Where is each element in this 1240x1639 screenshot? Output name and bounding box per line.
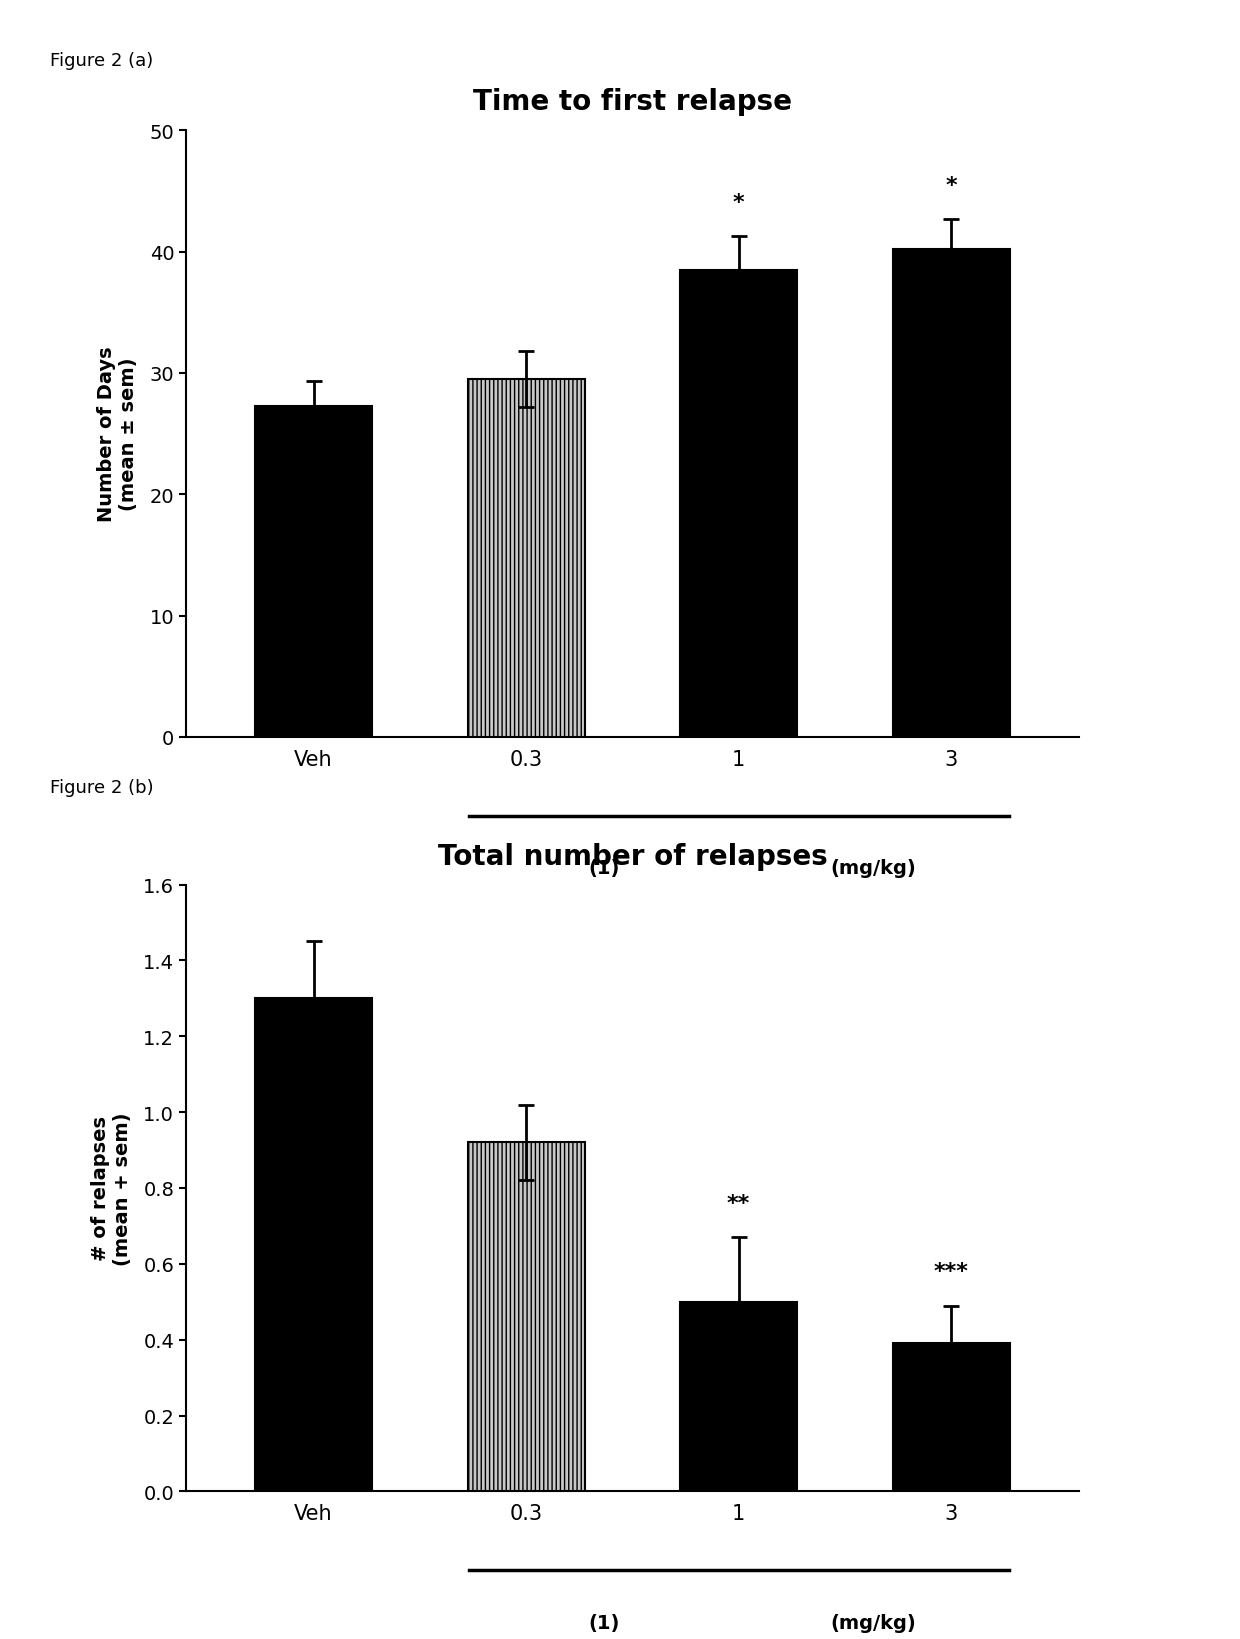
Bar <box>681 270 797 738</box>
Text: *: * <box>733 192 744 213</box>
Title: Time to first relapse: Time to first relapse <box>472 89 792 116</box>
Text: (1): (1) <box>588 859 620 879</box>
Text: *: * <box>945 175 957 195</box>
Text: (mg/kg): (mg/kg) <box>831 859 916 879</box>
Text: (mg/kg): (mg/kg) <box>831 1613 916 1632</box>
Text: Figure 2 (b): Figure 2 (b) <box>50 779 154 797</box>
Bar <box>681 1301 797 1491</box>
Bar <box>255 998 372 1491</box>
Bar <box>467 1142 584 1491</box>
Bar <box>467 380 584 738</box>
Text: (1): (1) <box>588 1613 620 1632</box>
Bar <box>893 1344 1009 1491</box>
Text: ***: *** <box>934 1262 968 1282</box>
Y-axis label: Number of Days
(mean ± sem): Number of Days (mean ± sem) <box>97 346 139 523</box>
Text: Figure 2 (a): Figure 2 (a) <box>50 52 153 70</box>
Bar <box>255 406 372 738</box>
Bar <box>893 251 1009 738</box>
Text: **: ** <box>727 1193 750 1213</box>
Title: Total number of relapses: Total number of relapses <box>438 842 827 870</box>
Y-axis label: # of relapses
(mean + sem): # of relapses (mean + sem) <box>91 1111 133 1265</box>
